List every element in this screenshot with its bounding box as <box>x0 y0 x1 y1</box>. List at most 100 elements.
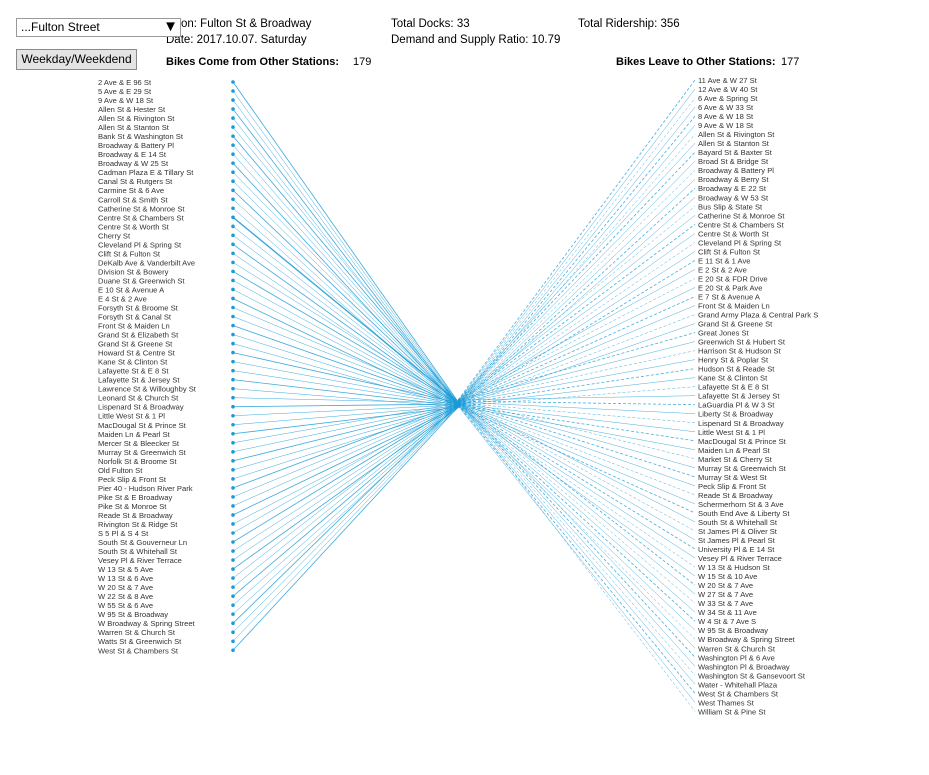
incoming-station-dot[interactable] <box>231 278 235 283</box>
incoming-station-dot[interactable] <box>231 305 235 310</box>
incoming-station-dot[interactable] <box>231 215 235 220</box>
incoming-station-dot[interactable] <box>231 323 235 328</box>
outgoing-station-label: Centre St & Worth St <box>698 229 770 238</box>
incoming-station-dot[interactable] <box>231 107 235 111</box>
incoming-station-dot[interactable] <box>231 540 235 544</box>
incoming-flow-line <box>232 405 460 516</box>
incoming-flow-line <box>232 216 460 404</box>
incoming-station-dot[interactable] <box>231 441 235 445</box>
incoming-station-dot[interactable] <box>231 459 235 463</box>
incoming-station-dot[interactable] <box>231 242 235 247</box>
incoming-station-dot[interactable] <box>231 269 235 274</box>
outgoing-station-label: Peck Slip & Front St <box>698 482 767 491</box>
incoming-station-dot[interactable] <box>231 197 235 202</box>
outgoing-station-label: 6 Ave & W 33 St <box>698 103 754 112</box>
incoming-station-dot[interactable] <box>231 287 235 292</box>
incoming-station-dot[interactable] <box>231 80 235 84</box>
incoming-station-dot[interactable] <box>231 260 235 265</box>
incoming-station-label: Howard St & Centre St <box>98 349 176 358</box>
incoming-station-dot[interactable] <box>231 134 235 138</box>
incoming-station-dot[interactable] <box>231 630 235 635</box>
incoming-station-dot[interactable] <box>231 98 235 102</box>
incoming-flow-line <box>232 402 460 624</box>
incoming-station-dot[interactable] <box>231 296 235 301</box>
incoming-station-dot[interactable] <box>231 206 235 211</box>
outgoing-station-label: Grand St & Greene St <box>698 320 773 329</box>
incoming-station-dot[interactable] <box>231 513 235 517</box>
incoming-station-dot[interactable] <box>231 314 235 319</box>
outgoing-station-label: 11 Ave & W 27 St <box>698 76 758 85</box>
incoming-flow-line <box>232 404 460 462</box>
incoming-station-dot[interactable] <box>231 576 235 580</box>
incoming-station-dot[interactable] <box>231 567 235 571</box>
outgoing-flow-line <box>457 296 696 404</box>
incoming-station-dot[interactable] <box>231 621 235 625</box>
incoming-station-dot[interactable] <box>231 332 235 337</box>
incoming-station-dot[interactable] <box>231 350 235 355</box>
incoming-station-dot[interactable] <box>231 413 235 418</box>
outgoing-flow-line <box>457 403 696 496</box>
incoming-station-dot[interactable] <box>231 386 235 391</box>
incoming-station-dot[interactable] <box>231 558 235 562</box>
incoming-station-dot[interactable] <box>231 422 235 427</box>
incoming-station-dot[interactable] <box>231 585 235 589</box>
outgoing-flow-line <box>457 206 696 401</box>
incoming-station-label: Forsyth St & Broome St <box>98 304 179 313</box>
incoming-station-dot[interactable] <box>231 116 235 120</box>
incoming-station-label: Centre St & Worth St <box>98 222 170 231</box>
station-select[interactable]: ...Fulton Street ▼ <box>16 18 181 37</box>
outgoing-flow-line <box>457 399 696 460</box>
incoming-station-dot[interactable] <box>231 639 235 644</box>
incoming-station-dot[interactable] <box>231 648 235 653</box>
incoming-station-label: W 13 St & 6 Ave <box>98 574 153 583</box>
incoming-station-dot[interactable] <box>231 531 235 535</box>
outgoing-flow-line <box>457 124 696 406</box>
incoming-flow-line <box>232 153 460 407</box>
incoming-station-dot[interactable] <box>231 161 235 165</box>
incoming-station-dot[interactable] <box>231 495 235 499</box>
incoming-station-dot[interactable] <box>231 549 235 553</box>
incoming-station-dot[interactable] <box>231 594 235 598</box>
outgoing-flow-line <box>457 400 696 595</box>
outgoing-flow-line <box>457 106 696 404</box>
incoming-flow-line <box>232 404 460 507</box>
incoming-station-dot[interactable] <box>231 224 235 229</box>
incoming-station-dot[interactable] <box>231 359 235 364</box>
incoming-station-dot[interactable] <box>231 612 235 616</box>
incoming-station-dot[interactable] <box>231 143 235 147</box>
incoming-station-dot[interactable] <box>231 477 235 481</box>
outgoing-station-label: Lispenard St & Broadway <box>698 419 784 428</box>
incoming-station-dot[interactable] <box>231 404 235 409</box>
outgoing-flow-line <box>457 399 696 712</box>
incoming-station-dot[interactable] <box>231 431 235 436</box>
incoming-station-label: Grand St & Greene St <box>98 340 173 349</box>
incoming-station-dot[interactable] <box>231 179 235 184</box>
incoming-station-dot[interactable] <box>231 152 235 156</box>
incoming-station-dot[interactable] <box>231 468 235 472</box>
incoming-station-dot[interactable] <box>231 170 235 174</box>
incoming-station-dot[interactable] <box>231 341 235 346</box>
outgoing-flow-line <box>457 401 696 478</box>
incoming-station-dot[interactable] <box>231 377 235 382</box>
incoming-station-dot[interactable] <box>231 522 235 526</box>
incoming-station-dot[interactable] <box>231 233 235 238</box>
incoming-station-dot[interactable] <box>231 188 235 193</box>
incoming-flow-line <box>232 90 460 405</box>
incoming-station-dot[interactable] <box>231 368 235 373</box>
incoming-station-dot[interactable] <box>231 603 235 607</box>
incoming-station-dot[interactable] <box>231 504 235 508</box>
incoming-station-dot[interactable] <box>231 395 235 400</box>
outgoing-flow-line <box>457 305 696 405</box>
chevron-down-icon[interactable]: ▼ <box>163 18 178 35</box>
incoming-station-label: Lafayette St & E 8 St <box>98 367 169 376</box>
outgoing-flow-line <box>457 400 696 532</box>
incoming-station-dot[interactable] <box>231 251 235 256</box>
incoming-station-dot[interactable] <box>231 89 235 93</box>
incoming-station-dot[interactable] <box>231 486 235 490</box>
outgoing-flow-line <box>457 401 696 604</box>
weekday-weekend-toggle-button[interactable]: Weekday/Weekdend <box>16 49 137 70</box>
incoming-station-dot[interactable] <box>231 125 235 129</box>
incoming-station-label: West St & Chambers St <box>98 646 179 655</box>
incoming-station-dot[interactable] <box>231 450 235 454</box>
outgoing-station-label: W 34 St & 11 Ave <box>698 608 757 617</box>
